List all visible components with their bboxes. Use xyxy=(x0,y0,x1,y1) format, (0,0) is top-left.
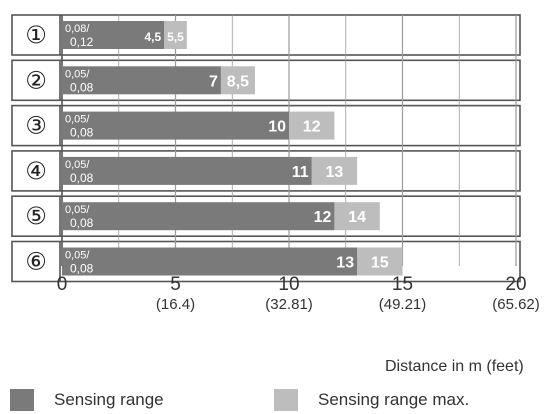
row-frame xyxy=(11,104,521,147)
row-frames xyxy=(11,14,521,283)
value-label-sensing-range: 13 xyxy=(336,255,354,272)
value-label-sensing-range: 4,5 xyxy=(144,30,161,44)
legend-item-sensing-range-max: Sensing range max. xyxy=(274,389,469,411)
category-label: ⑥ xyxy=(25,249,47,276)
x-axis-title: Distance in m (feet) xyxy=(385,358,524,375)
bar-sensing-range xyxy=(62,111,289,140)
x-tick-sublabel: (32.81) xyxy=(265,296,313,313)
value-label-sensing-range-max: 12 xyxy=(303,119,321,136)
x-tick-label: 10 xyxy=(278,274,299,295)
row-frame xyxy=(11,150,521,192)
x-tick-sublabel: (16.4) xyxy=(156,296,195,313)
value-label-sensing-range-max: 8,5 xyxy=(227,73,249,90)
category-label: ③ xyxy=(25,113,47,140)
x-tick-label: 20 xyxy=(505,274,526,295)
min-range-label-bottom: 0,08 xyxy=(70,216,94,230)
row-frame xyxy=(11,195,521,237)
min-range-label-top: 0,05/ xyxy=(65,159,90,171)
min-range-label-bottom: 0,08 xyxy=(70,126,94,140)
value-label-sensing-range-max: 14 xyxy=(348,209,366,226)
value-label-sensing-range-max: 5,5 xyxy=(167,30,184,44)
bar-sensing-range xyxy=(62,21,165,49)
row-frame xyxy=(11,240,521,283)
bar-sensing-range-max xyxy=(311,156,358,185)
bar-sensing-range-max xyxy=(289,111,335,140)
legend-swatch-sensing-range-max xyxy=(274,389,298,411)
bar-sensing-range xyxy=(62,156,312,185)
value-label-sensing-range: 7 xyxy=(209,73,218,90)
x-tick-sublabel: (65.62) xyxy=(492,296,540,313)
value-label-sensing-range: 10 xyxy=(268,119,286,136)
bar-sensing-range xyxy=(62,247,358,276)
bar-sensing-range-max xyxy=(220,66,255,95)
category-label: ④ xyxy=(25,158,47,185)
min-range-label-bottom: 0,08 xyxy=(70,262,94,276)
legend-label-sensing-range-max: Sensing range max. xyxy=(318,390,470,409)
bar-sensing-range-max xyxy=(334,202,380,231)
x-tick-label: 5 xyxy=(170,274,181,295)
min-range-label-top: 0,05/ xyxy=(65,250,90,262)
min-range-label-bottom: 0,12 xyxy=(70,35,94,49)
bar-labels: ① ② ③ ④ ⑤ ⑥ 4,5 5,5 0,08/0,12 7 8,5 0,05/0,08 10 12 0,… xyxy=(25,22,389,276)
row-frame xyxy=(11,14,521,56)
bars xyxy=(62,21,403,276)
min-range-label-top: 0,05/ xyxy=(65,114,90,126)
category-label: ⑤ xyxy=(25,203,47,230)
legend-label-sensing-range: Sensing range xyxy=(54,390,164,409)
min-range-label-top: 0,08/ xyxy=(65,23,90,35)
x-tick-label: 0 xyxy=(57,274,68,295)
category-label: ① xyxy=(25,22,47,49)
value-label-sensing-range-max: 13 xyxy=(326,164,344,181)
x-tick-sublabel: (49.21) xyxy=(379,296,427,313)
bar-sensing-range xyxy=(62,202,335,231)
category-label: ② xyxy=(25,67,47,94)
min-range-label-top: 0,05/ xyxy=(65,68,90,80)
value-label-sensing-range: 12 xyxy=(314,209,332,226)
min-range-label-bottom: 0,08 xyxy=(70,80,94,94)
min-range-label-top: 0,05/ xyxy=(65,204,90,216)
row-frame xyxy=(11,59,521,102)
bar-sensing-range-max xyxy=(357,247,403,276)
value-label-sensing-range: 11 xyxy=(292,164,309,181)
x-tick-label: 15 xyxy=(392,274,413,295)
min-range-label-bottom: 0,08 xyxy=(70,171,94,185)
legend-swatch-sensing-range xyxy=(10,389,34,411)
legend-item-sensing-range: Sensing range xyxy=(10,389,164,411)
value-label-sensing-range-max: 15 xyxy=(371,255,389,272)
bar-sensing-range-max xyxy=(164,21,187,49)
bar-sensing-range xyxy=(62,66,221,95)
x-axis: 0 5(16.4) 10(32.81) 15(49.21) 20(65.62) xyxy=(57,274,540,313)
